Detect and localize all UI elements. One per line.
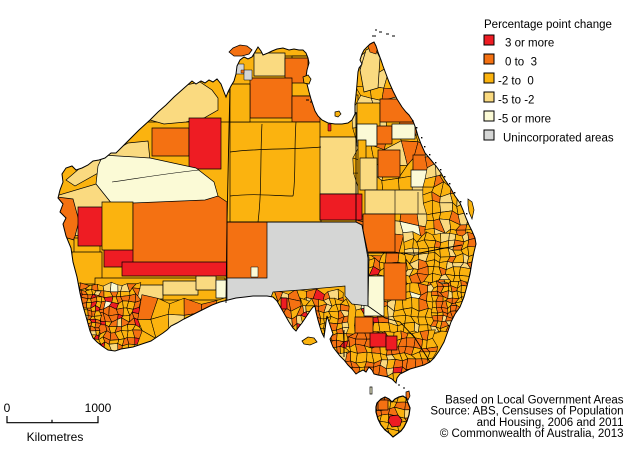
svg-text:0: 0 [4,401,11,415]
svg-text:3 or more: 3 or more [505,38,554,50]
svg-text:Source: ABS, Censuses of Popul: Source: ABS, Censuses of Population [430,406,623,418]
svg-text:Unincorporated areas: Unincorporated areas [503,133,614,145]
svg-text:Kilometres: Kilometres [27,430,84,444]
svg-text:-2 to 0: -2 to 0 [498,76,534,88]
svg-text:© Commonwealth of Australia, 2: © Commonwealth of Australia, 2013 [440,428,624,440]
svg-text:0 to 3: 0 to 3 [505,57,537,69]
svg-text:Based on Local Government Area: Based on Local Government Areas [445,395,624,407]
svg-text:and Housing, 2006 and 2011: and Housing, 2006 and 2011 [477,417,624,429]
svg-text:-5 to -2: -5 to -2 [498,95,534,107]
svg-text:1000: 1000 [85,401,112,415]
svg-text:Percentage point change: Percentage point change [484,19,612,31]
svg-text:-5 or more: -5 or more [498,114,551,126]
